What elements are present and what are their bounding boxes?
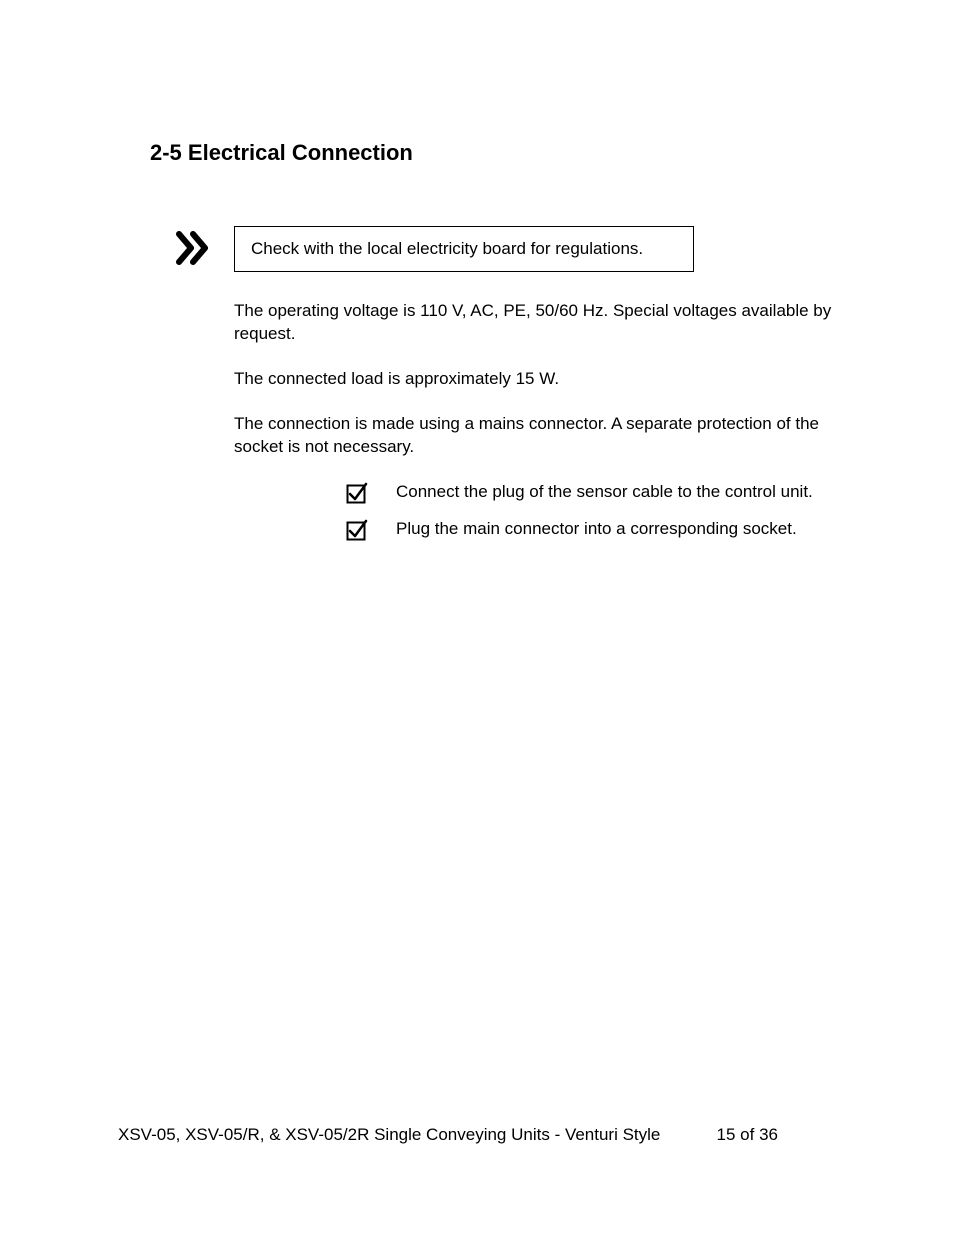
- note-row: Check with the local electricity board f…: [150, 226, 844, 272]
- section-heading: 2-5 Electrical Connection: [150, 140, 844, 166]
- page-footer: XSV-05, XSV-05/R, & XSV-05/2R Single Con…: [118, 1125, 808, 1145]
- paragraph: The operating voltage is 110 V, AC, PE, …: [234, 300, 844, 346]
- double-chevron-right-icon: [176, 230, 212, 266]
- page-number: 15 of 36: [717, 1125, 778, 1145]
- note-box: Check with the local electricity board f…: [234, 226, 694, 272]
- checklist-item: Connect the plug of the sensor cable to …: [346, 481, 844, 504]
- footer-title: XSV-05, XSV-05/R, & XSV-05/2R Single Con…: [118, 1125, 660, 1145]
- checkbox-checked-icon: [346, 519, 368, 541]
- paragraph: The connection is made using a mains con…: [234, 413, 844, 459]
- checklist-text: Plug the main connector into a correspon…: [396, 518, 797, 541]
- checklist: Connect the plug of the sensor cable to …: [346, 481, 844, 541]
- checklist-text: Connect the plug of the sensor cable to …: [396, 481, 813, 504]
- checkbox-checked-icon: [346, 482, 368, 504]
- document-page: 2-5 Electrical Connection Check with the…: [0, 0, 954, 1235]
- checklist-item: Plug the main connector into a correspon…: [346, 518, 844, 541]
- body-block: The operating voltage is 110 V, AC, PE, …: [234, 300, 844, 541]
- paragraph: The connected load is approximately 15 W…: [234, 368, 844, 391]
